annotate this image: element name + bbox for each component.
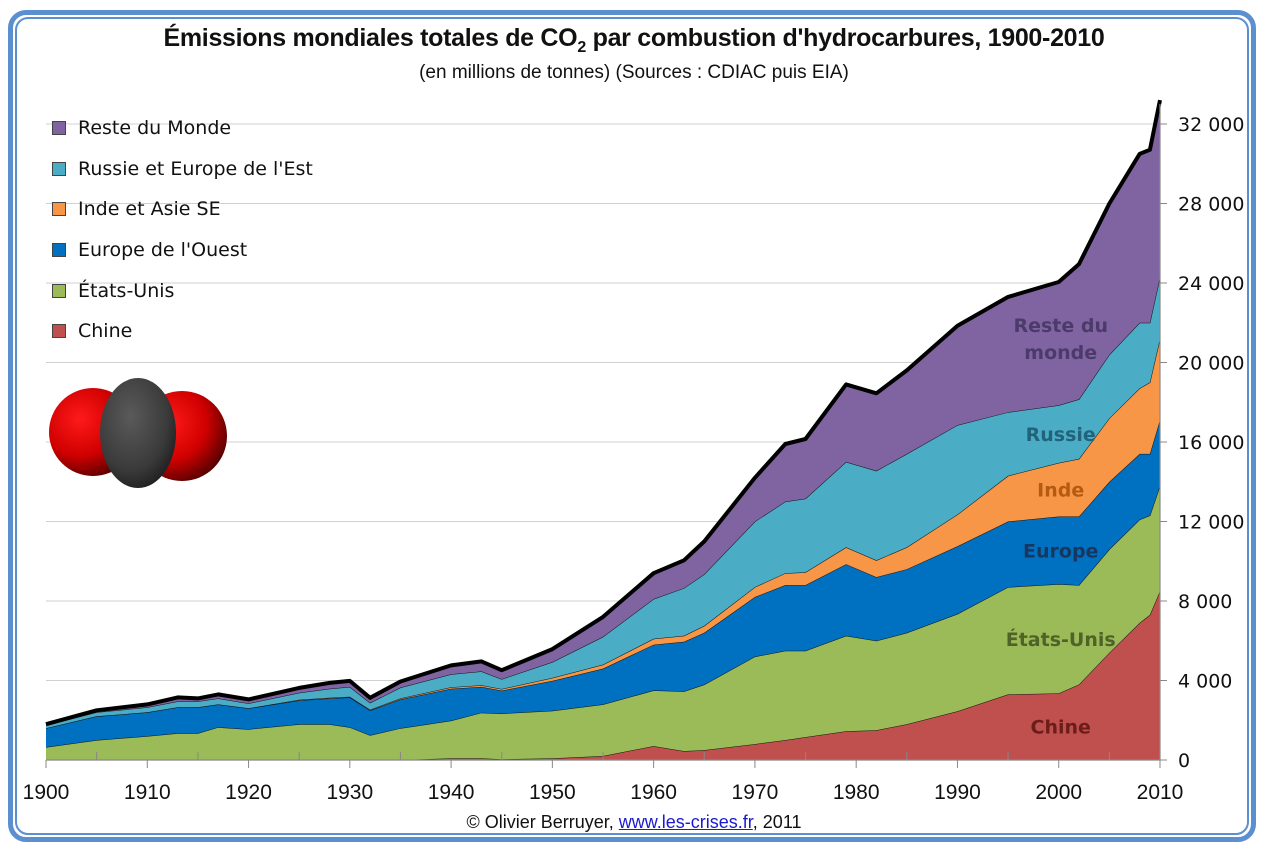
y-tick-label: 20 000 [1178, 353, 1244, 375]
x-tick-label: 1970 [732, 781, 779, 804]
footer-author: © Olivier Berruyer, [466, 812, 619, 832]
area-russie-et-europe-de-l-est [46, 277, 1160, 729]
area-etats-unis [46, 485, 1160, 760]
legend-item-inde: Inde et Asie SE [52, 189, 313, 230]
legend-item-russie: Russie et Europe de l'Est [52, 149, 313, 190]
y-tick-label: 8 000 [1178, 591, 1232, 613]
carbon-atom [100, 378, 176, 488]
x-tick-label: 1900 [23, 781, 70, 804]
legend-label: Inde et Asie SE [78, 198, 221, 221]
inner-frame [15, 17, 1249, 835]
area-chine [46, 591, 1160, 760]
total-line-group [45, 99, 1162, 727]
footer-year: , 2011 [752, 812, 802, 832]
x-tick-label: 2010 [1137, 781, 1184, 804]
annotation-russie-et-europe-de-l-est: Russie [1026, 424, 1096, 446]
chart-subtitle: (en millions de tonnes) (Sources : CDIAC… [419, 62, 849, 83]
y-tick-label: 0 [1178, 750, 1190, 772]
area-annotations: Reste du monde Russie Inde Europe États-Unis C… [1006, 315, 1116, 739]
y-tick-label: 28 000 [1178, 194, 1244, 216]
total-emissions-line [45, 99, 1162, 727]
legend-swatch [52, 243, 66, 258]
legend-swatch [52, 283, 66, 298]
y-tick-label: 32 000 [1178, 114, 1244, 136]
x-tick-label: 2000 [1035, 781, 1082, 804]
title-rest: par combustion d'hydrocarbures, 1900-201… [585, 24, 1105, 52]
footer-credit: © Olivier Berruyer, www.les-crises.fr, 2… [0, 812, 1268, 833]
legend-item-etats-unis: États-Unis [52, 270, 313, 311]
annotation-reste-du-monde: Reste du [1013, 315, 1108, 337]
x-tick-label: 1960 [630, 781, 677, 804]
legend: Reste du Monde Russie et Europe de l'Est… [52, 108, 313, 352]
x-tick-label: 1990 [934, 781, 981, 804]
y-tick-label: 24 000 [1178, 273, 1244, 295]
footer-link[interactable]: www.les-crises.fr [618, 812, 753, 832]
legend-item-europe: Europe de l'Ouest [52, 230, 313, 271]
legend-swatch [52, 324, 66, 339]
annotation-chine: Chine [1031, 717, 1091, 739]
y-tick-label: 4 000 [1178, 671, 1232, 693]
annotation-etats-unis: États-Unis [1006, 628, 1116, 651]
area-reste-du-monde [46, 100, 1160, 726]
y-axis-ticks: 0 4 000 8 000 12 000 16 000 20 000 24 000 28 00… [1160, 114, 1244, 772]
legend-swatch [52, 161, 66, 176]
co2-molecule-icon [49, 378, 227, 488]
x-tick-label: 1910 [124, 781, 171, 804]
legend-label: Europe de l'Ouest [78, 239, 248, 262]
legend-swatch [52, 121, 66, 136]
annotation-europe-de-l-ouest: Europe [1023, 540, 1098, 562]
x-tick-label: 1980 [833, 781, 880, 804]
legend-label: Chine [78, 320, 133, 343]
legend-item-reste-du-monde: Reste du Monde [52, 108, 313, 149]
x-tick-label: 1950 [529, 781, 576, 804]
legend-label: Reste du Monde [78, 117, 232, 140]
legend-label: Russie et Europe de l'Est [78, 157, 313, 180]
outer-frame [8, 10, 1256, 842]
x-tick-label: 1930 [326, 781, 373, 804]
x-axis-ticks: 1900 1910 1920 1930 1940 1950 1960 1970 1980 1990… [23, 752, 1184, 804]
chart-title: Émissions mondiales totales de CO2 par c… [0, 24, 1268, 57]
legend-item-chine: Chine [52, 311, 313, 352]
title-main: Émissions mondiales totales de CO [163, 24, 578, 52]
y-tick-label: 12 000 [1178, 512, 1244, 534]
area-layers [45, 100, 1161, 761]
x-tick-label: 1920 [225, 781, 272, 804]
annotation-inde-et-asie-se: Inde [1037, 480, 1084, 502]
annotation-reste-du-monde: monde [1024, 342, 1097, 364]
legend-label: États-Unis [78, 279, 175, 302]
area-inde-et-asie-se [46, 338, 1160, 729]
y-tick-label: 16 000 [1178, 432, 1244, 454]
legend-swatch [52, 202, 66, 217]
x-tick-label: 1940 [428, 781, 475, 804]
area-europe-de-l-ouest [46, 420, 1160, 748]
title-subscript: 2 [577, 39, 586, 56]
